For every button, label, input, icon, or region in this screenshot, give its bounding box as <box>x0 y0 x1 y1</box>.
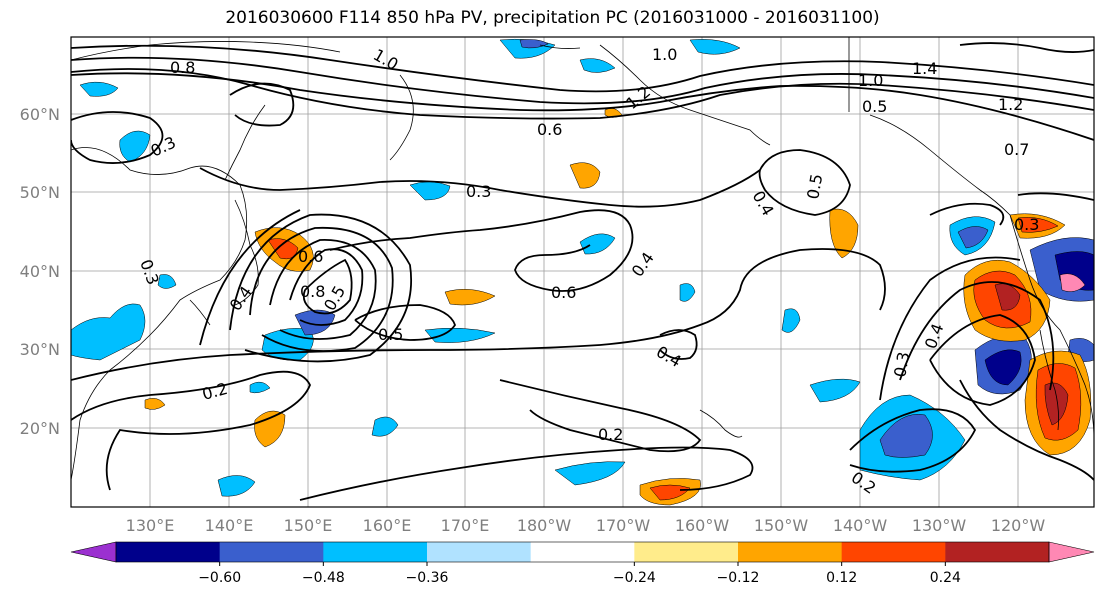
lon-label: 160°E <box>363 516 412 535</box>
colorbar-tick-label: −0.12 <box>717 570 760 586</box>
lon-label: 170°W <box>596 516 651 535</box>
coastlines <box>71 37 1094 481</box>
colorbar-segment <box>116 542 221 562</box>
colorbar-segment <box>945 542 1050 562</box>
colorbar-tick-label: −0.48 <box>302 570 345 586</box>
contour-label: 0.5 <box>803 172 826 200</box>
contour-label: 1.0 <box>652 45 677 64</box>
lon-label: 140°W <box>833 516 888 535</box>
colorbar-segment <box>841 542 946 562</box>
contour-label: 0.6 <box>537 120 562 139</box>
pv-contours <box>71 42 1094 501</box>
contour-label: 0.7 <box>1004 140 1029 159</box>
colorbar-segment <box>219 542 324 562</box>
lat-label: 60°N <box>20 105 60 124</box>
contour-label: 0.8 <box>300 282 325 301</box>
lat-label: 40°N <box>20 262 60 281</box>
lon-label: 150°W <box>754 516 809 535</box>
colorbar-segment <box>323 542 428 562</box>
lat-labels: 60°N 50°N 40°N 30°N 20°N <box>20 105 60 438</box>
colorbar-segment <box>530 542 635 562</box>
contour-label: 0.5 <box>862 97 887 116</box>
colorbar: −0.60 −0.48 −0.36 −0.24 −0.12 0.12 0.24 <box>70 541 1095 586</box>
colorbar-extend-low <box>70 541 117 563</box>
lat-label: 30°N <box>20 340 60 359</box>
precip-shading <box>71 38 1094 506</box>
contour-label: 0.3 <box>890 350 913 378</box>
colorbar-border <box>115 541 1050 563</box>
lon-label: 140°E <box>205 516 254 535</box>
contour-label: 0.2 <box>598 425 623 444</box>
lon-label: 130°E <box>126 516 175 535</box>
colorbar-segment <box>427 542 532 562</box>
colorbar-tick-label: −0.36 <box>406 570 449 586</box>
colorbar-extend-high <box>1048 541 1095 563</box>
colorbar-tick-label: 0.24 <box>930 570 961 586</box>
contour-label: 1.2 <box>998 95 1023 114</box>
map-title: 2016030600 F114 850 hPa PV, precipitatio… <box>225 8 880 28</box>
colorbar-tick-label: 0.12 <box>826 570 857 586</box>
contour-label: 0.8 <box>170 58 195 77</box>
colorbar-segment <box>738 542 843 562</box>
lat-label: 50°N <box>20 183 60 202</box>
contour-label: 0.3 <box>1014 215 1039 234</box>
lon-labels: 130°E 140°E 150°E 160°E 170°E 180°W 170°… <box>126 516 1046 535</box>
lon-label: 130°W <box>912 516 967 535</box>
lon-label: 180°W <box>517 516 572 535</box>
contour-label: 1.4 <box>912 59 937 78</box>
contour-label: 0.5 <box>378 325 403 344</box>
colorbar-segment <box>634 542 739 562</box>
contour-label: 1.0 <box>858 71 883 90</box>
lon-label: 150°E <box>284 516 333 535</box>
colorbar-tick-label: −0.60 <box>198 570 241 586</box>
lat-label: 20°N <box>20 419 60 438</box>
colorbar-tick-label: −0.24 <box>613 570 656 586</box>
lon-label: 120°W <box>991 516 1046 535</box>
contour-label: 0.6 <box>551 283 576 302</box>
contour-label: 0.6 <box>298 247 323 266</box>
contour-label: 0.3 <box>466 182 491 201</box>
map-border <box>70 36 1095 508</box>
lon-label: 170°E <box>441 516 490 535</box>
lon-label: 160°W <box>675 516 730 535</box>
